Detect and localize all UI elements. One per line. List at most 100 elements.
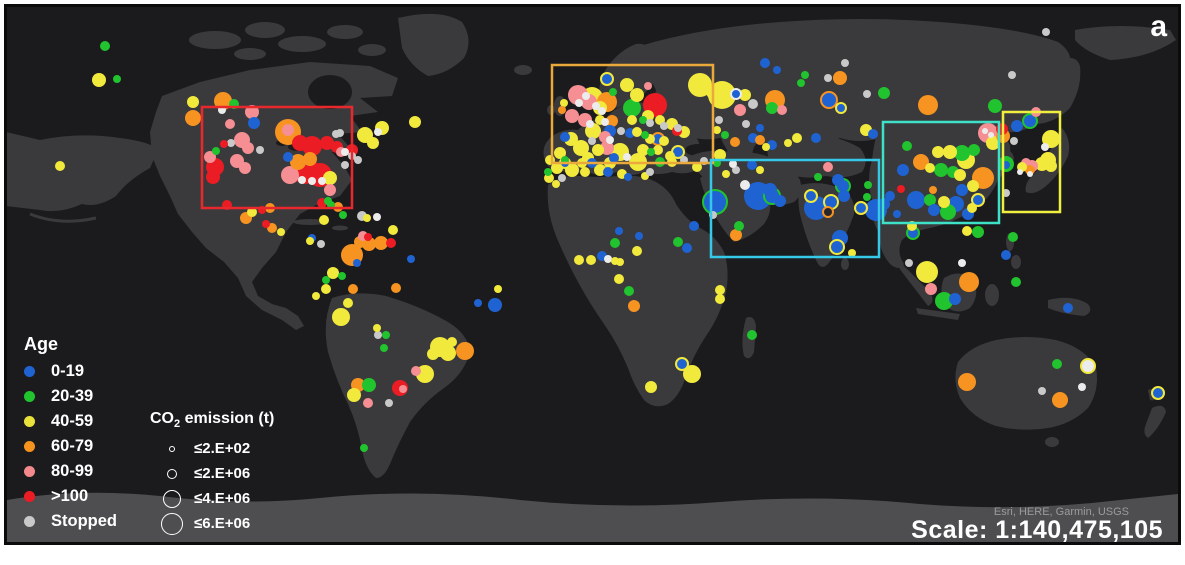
age-legend-label: Stopped [51, 512, 117, 530]
data-point-green [721, 131, 729, 139]
data-point-green [734, 221, 744, 231]
emission-legend-label: ≤2.E+06 [194, 465, 251, 483]
data-point-yellow [494, 285, 502, 293]
data-point-green [1052, 359, 1062, 369]
data-point-pink [644, 82, 652, 90]
data-point-orange [290, 154, 306, 170]
data-point-blue [760, 58, 770, 68]
data-point-white [1017, 169, 1023, 175]
data-point-green [863, 193, 871, 201]
data-point-orange [391, 283, 401, 293]
emission-legend-items: ≤2.E+02 ≤2.E+06 ≤4.E+06 ≤6.E+06 [150, 436, 274, 536]
data-point-green [924, 194, 936, 206]
data-point-green [322, 276, 330, 284]
data-point-white [598, 107, 606, 115]
data-point-gray [588, 137, 596, 145]
data-point-orange [303, 152, 317, 166]
data-point-blue [832, 174, 844, 186]
data-point-gray [1038, 387, 1046, 395]
data-point-blue [600, 72, 614, 86]
data-point-yellow [632, 127, 642, 137]
data-point-green [623, 99, 641, 117]
data-point-gray [863, 90, 871, 98]
data-point-yellow [363, 214, 371, 222]
data-point-gray [1010, 137, 1018, 145]
data-point-blue [1022, 113, 1038, 129]
data-point-white [582, 92, 590, 100]
data-point-yellow [552, 180, 560, 188]
data-point-green [212, 147, 220, 155]
data-point-gray [341, 161, 349, 169]
age-legend-label: >100 [51, 487, 89, 505]
data-point-blue [868, 129, 878, 139]
data-point-yellow [573, 140, 589, 156]
data-point-blue [682, 243, 692, 253]
data-point-white [308, 177, 316, 185]
data-point-orange [456, 342, 474, 360]
highlight-boxes-layer [200, 63, 1062, 259]
age-legend-swatch-blue [24, 366, 35, 377]
data-point-yellow [554, 147, 566, 159]
data-point-yellow [848, 249, 856, 257]
data-point-yellow [645, 381, 657, 393]
data-point-pink [363, 398, 373, 408]
data-point-green [360, 444, 368, 452]
data-point-green [610, 238, 620, 248]
data-point-orange [606, 115, 618, 127]
data-point-green [864, 181, 872, 189]
data-point-yellow [427, 348, 439, 360]
data-point-blue [829, 239, 845, 255]
data-point-yellow [715, 285, 725, 295]
data-point-white [1078, 383, 1086, 391]
age-legend-item-green: 20-39 [24, 384, 117, 409]
data-point-gray [748, 99, 758, 109]
data-point-gray [374, 331, 382, 339]
data-point-orange [730, 137, 740, 147]
data-point-yellow [247, 207, 257, 217]
data-point-yellow [954, 169, 966, 181]
data-point-pink [225, 119, 235, 129]
emission-legend-label: ≤4.E+06 [194, 490, 251, 508]
data-point-red [206, 170, 220, 184]
data-point-yellow [586, 255, 596, 265]
map-attribution: Esri, HERE, Garmin, USGS [993, 506, 1129, 518]
data-point-yellow [388, 225, 398, 235]
data-point-green [673, 237, 683, 247]
data-point-white [341, 148, 349, 156]
data-point-gray [841, 59, 849, 67]
panel-label: a [1150, 10, 1167, 43]
age-legend-label: 0-19 [51, 362, 85, 380]
data-point-gray [715, 116, 723, 124]
data-point-yellow [630, 88, 644, 102]
data-point-white [1027, 171, 1033, 177]
data-point-green [972, 226, 984, 238]
data-point-yellow [327, 267, 339, 279]
data-point-blue [1063, 303, 1073, 313]
data-point-blue [1011, 120, 1023, 132]
data-point-orange [558, 106, 566, 114]
data-point-white [374, 128, 382, 136]
data-point-orange [918, 95, 938, 115]
data-point-yellow [784, 139, 792, 147]
data-point-yellow [688, 73, 712, 97]
data-point-pink [734, 104, 746, 116]
data-point-yellow [637, 144, 649, 156]
data-point-gray [646, 168, 654, 176]
data-point-blue [603, 167, 613, 177]
data-point-green [878, 87, 890, 99]
data-point-gray [905, 259, 913, 267]
data-point-orange [1052, 392, 1068, 408]
emission-legend-item: ≤2.E+06 [150, 461, 274, 486]
data-point-yellow [616, 258, 624, 266]
data-point-blue [353, 259, 361, 267]
data-point-white [982, 128, 988, 134]
highlight-box-japan-korea [1001, 110, 1062, 214]
data-point-blue [763, 183, 777, 197]
data-point-gray [742, 120, 750, 128]
age-legend-label: 40-59 [51, 412, 94, 430]
data-point-red [364, 233, 372, 241]
data-point-white [740, 180, 750, 190]
highlight-box-europe [550, 63, 715, 165]
map-frame [4, 4, 1181, 545]
data-point-yellow [722, 170, 730, 178]
